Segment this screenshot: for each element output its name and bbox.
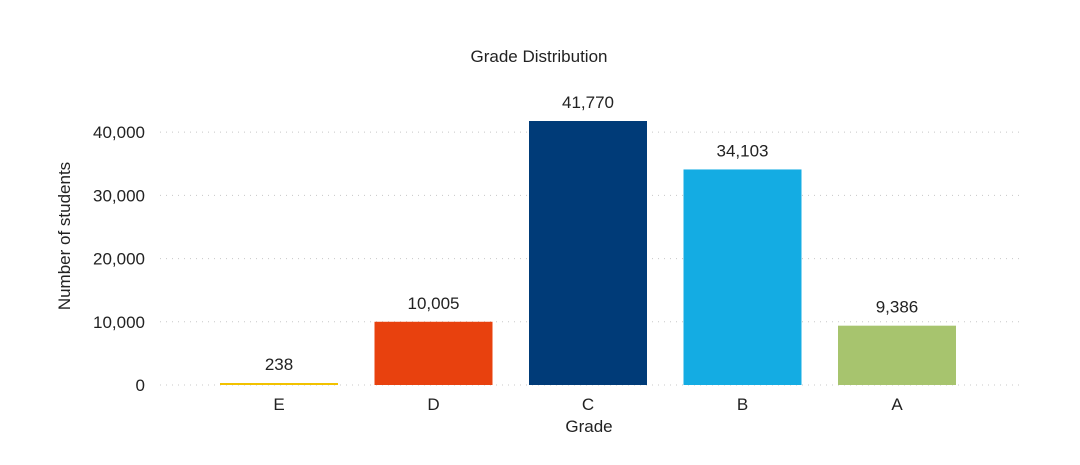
data-label: 238 xyxy=(265,355,293,374)
data-label: 9,386 xyxy=(876,298,919,317)
y-tick-label: 40,000 xyxy=(93,123,145,142)
data-label: 34,103 xyxy=(717,141,769,160)
x-tick-label: B xyxy=(737,395,748,414)
bar-b xyxy=(683,169,802,385)
y-tick-label: 0 xyxy=(136,376,145,395)
data-label: 41,770 xyxy=(562,93,614,112)
bar-c xyxy=(529,121,647,385)
y-axis-label: Number of students xyxy=(55,162,74,310)
chart-title: Grade Distribution xyxy=(470,47,607,66)
bar-d xyxy=(374,321,493,385)
y-tick-label: 20,000 xyxy=(93,250,145,269)
data-label: 10,005 xyxy=(408,294,460,313)
x-tick-label: D xyxy=(427,395,439,414)
y-axis-ticks: 0 10,000 20,000 30,000 40,000 xyxy=(93,123,145,395)
bars xyxy=(220,121,956,385)
bar-e xyxy=(220,383,338,385)
y-tick-label: 10,000 xyxy=(93,313,145,332)
bar-a xyxy=(838,325,956,385)
x-tick-label: E xyxy=(273,395,284,414)
y-tick-label: 30,000 xyxy=(93,186,145,205)
x-tick-label: C xyxy=(582,395,594,414)
x-tick-label: A xyxy=(891,395,903,414)
data-labels: 238 10,005 41,770 34,103 9,386 xyxy=(265,93,918,374)
x-axis-label: Grade xyxy=(565,417,612,436)
